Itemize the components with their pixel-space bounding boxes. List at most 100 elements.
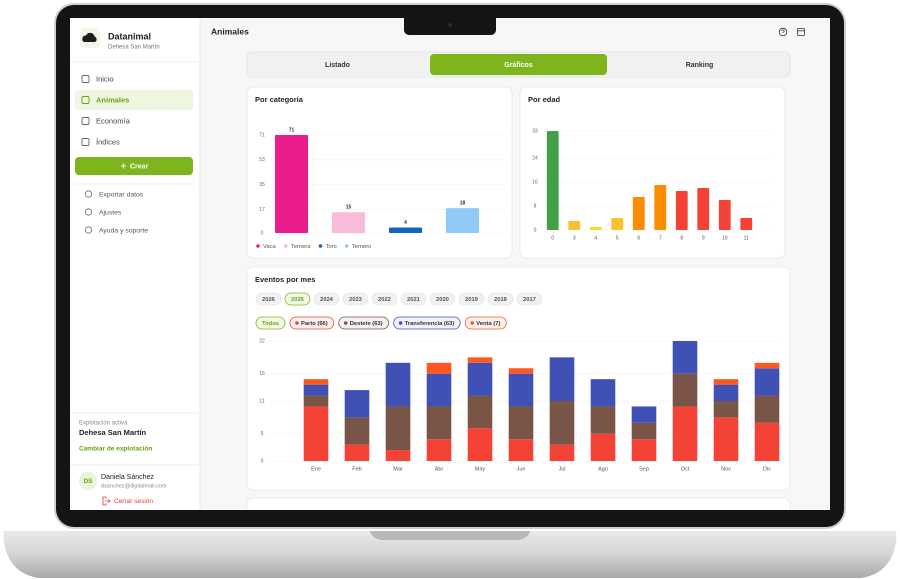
year-chip[interactable]: 2025 xyxy=(284,292,311,306)
nav-item[interactable]: Animales xyxy=(75,90,193,110)
card xyxy=(519,86,786,259)
tab[interactable]: Gráficos xyxy=(430,54,607,75)
card xyxy=(246,497,791,510)
year-chip-bg xyxy=(400,292,427,306)
y-tick-label: 16 xyxy=(259,371,265,377)
bar-segment xyxy=(549,444,575,461)
secondary-nav-item[interactable]: Ajustes xyxy=(84,208,122,216)
bar-segment xyxy=(385,362,411,407)
bar-segment xyxy=(631,406,657,423)
secondary-nav-item[interactable]: Exportar datos xyxy=(84,190,144,198)
y-tick-label: 33 xyxy=(532,128,538,134)
bar-segment xyxy=(426,406,452,440)
create-button[interactable]: Crear xyxy=(75,157,193,175)
year-chip-label: 2026 xyxy=(262,297,276,303)
year-chip-bg xyxy=(458,292,485,306)
nav-icon xyxy=(81,75,90,83)
bar-segment xyxy=(713,384,739,401)
x-tick-label: Nov xyxy=(721,466,731,472)
secondary-nav-icon xyxy=(84,226,93,234)
tab[interactable]: Ranking xyxy=(686,62,714,69)
filter-chip[interactable]: Transferencia (63) xyxy=(393,316,461,330)
secondary-nav-label: Ajustes xyxy=(99,209,122,216)
nav-label: Animales xyxy=(96,95,129,104)
bar xyxy=(546,131,559,230)
year-chip[interactable]: 2022 xyxy=(371,292,398,306)
bar-segment xyxy=(344,390,370,418)
year-chip[interactable]: 2018 xyxy=(487,292,514,306)
bar-segment xyxy=(426,373,452,407)
secondary-nav-item[interactable]: Ayuda y soporte xyxy=(84,226,148,234)
year-chip-label: 2018 xyxy=(494,297,508,303)
year-chip-bg xyxy=(429,292,456,306)
tab[interactable]: Listado xyxy=(325,62,350,69)
laptop-base xyxy=(3,531,897,578)
avatar-initials: DS xyxy=(83,478,93,485)
filter-chip[interactable]: Todos xyxy=(255,316,286,330)
bar-segment xyxy=(672,341,698,374)
x-tick-label: Ene xyxy=(311,466,321,472)
bar-segment xyxy=(672,373,698,407)
nav-item[interactable]: Economía xyxy=(81,116,131,125)
help-icon-mark xyxy=(781,29,785,33)
year-chip[interactable]: 2020 xyxy=(429,292,456,306)
age-chart: Por edad 0 8 16 24 33 0 3 4 5 6 7 8 9 10 11 xyxy=(528,95,770,241)
plus-icon xyxy=(121,163,126,169)
bar xyxy=(718,200,731,230)
year-chip[interactable]: 2024 xyxy=(313,292,340,306)
nav-icon xyxy=(81,138,90,146)
bar-segment xyxy=(508,406,534,440)
page-title: Animales xyxy=(211,26,249,36)
base-notch xyxy=(370,531,530,540)
bar-segment xyxy=(713,417,739,461)
nav-icon xyxy=(81,117,90,125)
year-chip[interactable]: 2021 xyxy=(400,292,427,306)
bar-segment xyxy=(549,357,575,401)
nav-item[interactable]: Índices xyxy=(81,137,120,146)
x-tick-label: May xyxy=(475,466,486,472)
year-chip[interactable]: 2019 xyxy=(458,292,485,306)
legend-label: Ternero xyxy=(352,244,372,250)
x-tick-label: Oct xyxy=(681,466,690,472)
secondary-nav-icon xyxy=(84,190,93,198)
y-tick-label: 22 xyxy=(259,338,265,344)
filter-chip-bg xyxy=(255,316,286,330)
change-farm-link[interactable]: Cambiar de explotación xyxy=(79,446,152,453)
year-chip-label: 2024 xyxy=(320,297,334,303)
year-chip[interactable]: 2026 xyxy=(255,292,282,306)
filter-chip-label: Venta (7) xyxy=(476,321,500,327)
y-tick-label: 16 xyxy=(532,179,538,185)
screen: Datanimal Dehesa San Martín Crear Explot… xyxy=(70,18,830,510)
year-chip-bg xyxy=(371,292,398,306)
legend-item: Ternero xyxy=(344,244,372,250)
bar-segment xyxy=(713,379,739,385)
filter-chip[interactable]: Parto (66) xyxy=(289,316,335,330)
secondary-nav-label: Exportar datos xyxy=(99,191,144,198)
help-button[interactable] xyxy=(778,27,788,37)
filter-chip-dot xyxy=(343,321,348,325)
calendar-button[interactable] xyxy=(797,28,805,36)
year-chip-label: 2025 xyxy=(291,297,305,303)
bar-segment xyxy=(303,379,329,385)
year-chip-label: 2020 xyxy=(436,297,449,303)
nav-item[interactable]: Inicio xyxy=(81,74,114,83)
x-tick-label: Ago xyxy=(598,466,608,472)
app-farm: Dehesa San Martín xyxy=(108,45,160,51)
year-chip[interactable]: 2023 xyxy=(342,292,369,306)
filter-chip[interactable]: Venta (7) xyxy=(464,316,507,330)
bar xyxy=(697,188,710,230)
y-tick-label: 8 xyxy=(534,203,537,209)
filter-chip-dot xyxy=(470,321,475,325)
bar-segment xyxy=(549,401,575,445)
y-tick-label: 35 xyxy=(259,182,265,188)
legend-dot xyxy=(318,244,323,248)
camera-notch-top xyxy=(404,18,496,26)
year-chip[interactable]: 2017 xyxy=(516,292,543,306)
x-tick-label: 6 xyxy=(637,235,640,241)
logout-link[interactable]: Cerrar sesión xyxy=(114,498,153,505)
avatar xyxy=(79,472,97,490)
year-chip-label: 2023 xyxy=(349,297,363,303)
bar xyxy=(568,221,581,230)
x-tick-label: Feb xyxy=(352,466,361,472)
filter-chip[interactable]: Destete (63) xyxy=(338,316,389,330)
